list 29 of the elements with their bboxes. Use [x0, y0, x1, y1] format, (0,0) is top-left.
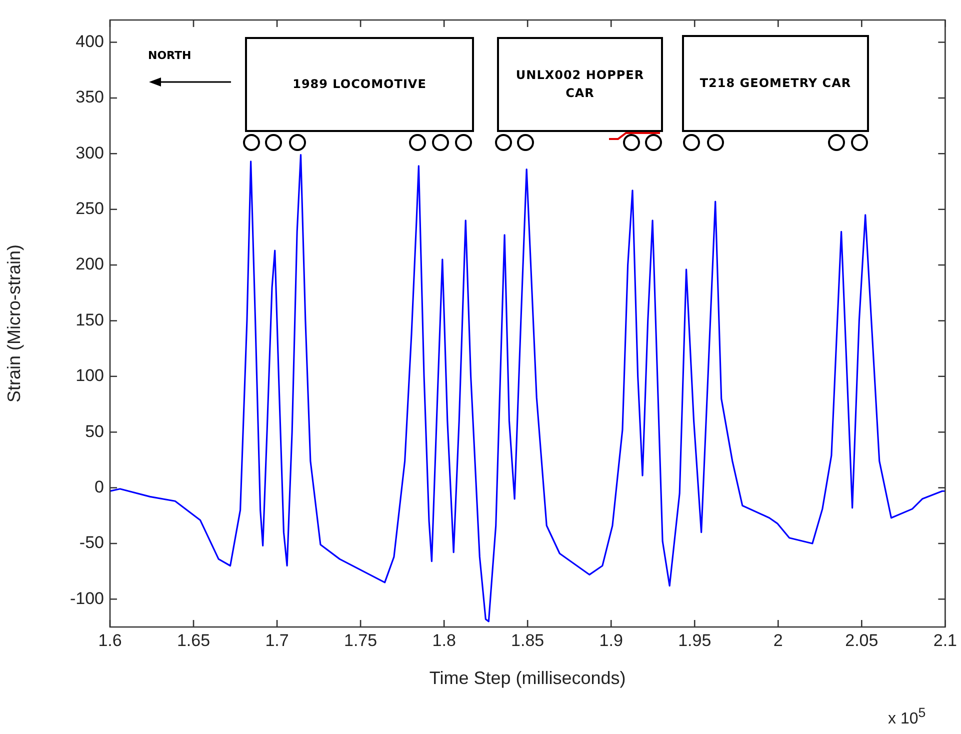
y-tick-label: -100 [70, 588, 104, 608]
x-tick-label: 1.8 [432, 630, 456, 650]
x-tick-label: 1.65 [176, 630, 210, 650]
x-tick-label: 1.6 [98, 630, 122, 650]
annotation: T218 GEOMETRY CAR [682, 35, 869, 132]
x-tick-label: 1.9 [599, 630, 623, 650]
y-tick-label: 100 [76, 366, 104, 386]
x-tick-label: 2.05 [845, 630, 878, 650]
y-tick-label: 400 [76, 32, 104, 51]
y-axis-title: Strain (Micro-strain) [4, 244, 24, 403]
y-tick-label: 200 [76, 254, 104, 274]
x-tick-label: 1.85 [511, 630, 544, 650]
y-tick-label: 300 [76, 143, 104, 162]
x-tick-label: 2 [773, 630, 783, 650]
y-tick-label: 250 [76, 199, 104, 218]
annotation: 1989 LOCOMOTIVE [245, 37, 474, 132]
y-tick-label: 150 [76, 310, 104, 330]
annotation: NORTH [148, 49, 192, 62]
y-tick-label: -50 [79, 533, 104, 552]
x-tick-label: 2.1 [933, 630, 958, 650]
text: x 10$^{5}$ [888, 705, 926, 728]
y-tick-label: 0 [94, 477, 104, 496]
x-tick-label: 1.75 [344, 630, 378, 650]
y-tick-label: 50 [85, 422, 104, 441]
annotation: UNLX002 HOPPER CAR [497, 37, 663, 132]
x-tick-label: 1.95 [678, 630, 712, 650]
x-tick-label: 1.7 [265, 630, 289, 650]
x-axis-title: Time Step (milliseconds) [429, 668, 626, 688]
y-tick-label: 350 [76, 88, 104, 107]
